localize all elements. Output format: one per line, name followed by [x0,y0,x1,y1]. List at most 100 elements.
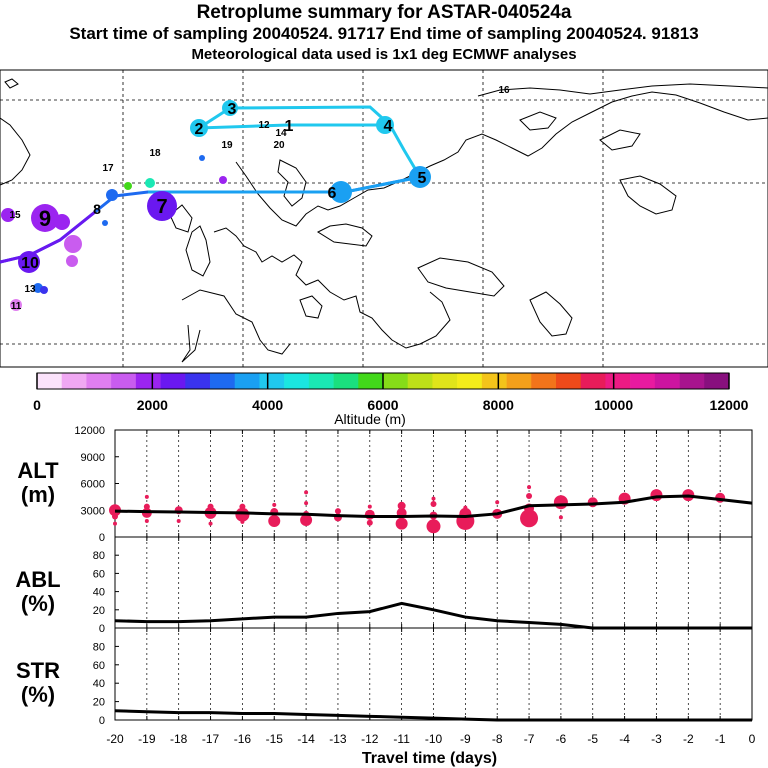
altitude-point [463,505,468,510]
altitude-point [397,501,406,510]
sampling-time-line: Start time of sampling 20040524. 91717 E… [69,24,699,43]
colorbar-swatch [135,373,161,389]
cluster-circle-10 [64,235,82,253]
colorbar-swatch [605,373,631,389]
altitude-point [112,513,118,520]
colorbar-tick-label: 10000 [594,397,633,413]
cluster-label-12: 12 [258,120,270,131]
x-tick-label: -3 [651,732,662,746]
altitude-point [526,492,533,499]
map-frame [0,69,768,368]
colorbar-swatch [457,373,483,389]
y-tick-label: 80 [93,550,105,562]
x-tick-label: -13 [329,732,347,746]
cluster-label-1: 1 [285,118,294,135]
x-tick-label: -16 [234,732,252,746]
y-tick-label: 6000 [81,479,105,491]
cluster-label-16: 16 [498,85,510,96]
cluster-circle-7b [145,178,155,188]
series-line [114,709,752,722]
cluster-circle-8 [54,214,70,230]
altitude-point [558,515,563,520]
cluster-circle-6 [330,181,352,203]
altitude-point [364,509,375,520]
cluster-circle-11 [1,208,15,222]
y-axis-label: ALT [17,458,59,483]
x-tick-label: -7 [524,732,535,746]
y-tick-label: 0 [99,623,105,635]
cluster-label-2: 2 [195,121,204,138]
colorbar-swatch [259,373,285,389]
cluster-circle-8d [102,220,108,226]
colorbar-swatch [111,373,137,389]
cluster-labels: 1 2 3 4 5 6 7 8 9 10 11 12 13 14 15 16 1… [9,85,510,312]
colorbar-swatch [630,373,656,389]
altitude-point [520,509,539,528]
y-tick-label: 0 [99,532,105,544]
cluster-label-14: 14 [275,128,287,139]
cluster-label-9: 9 [39,206,51,231]
y-axis-label: STR [16,658,60,683]
x-tick-label: -10 [425,732,443,746]
cluster-circle-5 [409,166,431,188]
cluster-circle-13b [40,286,48,294]
x-tick-label: -12 [361,732,379,746]
x-tick-label: -17 [202,732,220,746]
met-data-line: Meteorological data used is 1x1 deg ECMW… [191,46,577,63]
colorbar-swatch [531,373,557,389]
altitude-point [208,521,213,526]
x-tick-label: -9 [460,732,471,746]
cluster-label-8: 8 [93,201,101,217]
altitude-point [113,521,117,526]
altitude-point [459,507,472,520]
x-axis-label: Travel time (days) [362,750,497,767]
cluster-label-3: 3 [228,101,237,118]
panel-abl: 0 20 40 60 80 ABL(%) [15,536,753,635]
altitude-colorbar: 0 2000 4000 6000 8000 10000 12000 [33,372,749,413]
colorbar-swatch [580,373,606,389]
cluster-circle-7c [124,182,132,190]
altitude-point [650,489,663,502]
altitude-point [144,494,149,499]
cluster-circle-4 [376,116,394,134]
x-tick-label: 0 [749,732,756,746]
colorbar-swatch [383,373,409,389]
colorbar-tick-label: 2000 [137,397,168,413]
cluster-label-20: 20 [273,140,285,151]
y-tick-label: 60 [93,568,105,580]
x-tick-label: -4 [619,732,630,746]
altitude-point [431,496,436,501]
cluster-label-18: 18 [149,148,161,159]
cluster-label-13: 13 [24,284,36,295]
cluster-circle-10b [66,255,78,267]
x-tick-label: -11 [393,732,410,746]
y-tick-label: 80 [93,641,105,653]
cluster-label-15: 15 [9,210,21,221]
altitude-point [430,501,437,508]
y-axis-unit: (%) [21,682,55,707]
page-title: Retroplume summary for ASTAR-040524a [196,2,572,23]
x-tick-label: -1 [715,732,726,746]
cluster-label-7: 7 [156,196,167,218]
cluster-circle-7 [147,191,177,221]
colorbar-tick-label: 4000 [252,397,283,413]
colorbar-swatch [358,373,384,389]
colorbar-swatch [556,373,582,389]
cluster-circle-2 [190,119,208,137]
colorbar-swatch [432,373,458,389]
y-tick-label: 20 [93,605,105,617]
cluster-circle-9 [31,204,59,232]
x-tick-label: -20 [106,732,124,746]
trajectory-map: 1 2 3 4 5 6 7 8 9 10 11 12 13 14 15 16 1… [0,69,768,368]
x-tick-label: -6 [556,732,567,746]
cluster-label-4: 4 [384,118,393,135]
y-tick-label: 0 [99,715,105,727]
colorbar-swatch [234,373,260,389]
altitude-point [304,501,309,506]
cluster-label-10: 10 [21,255,39,272]
colorbar-swatch [481,373,507,389]
y-tick-label: 12000 [74,425,105,437]
colorbar-swatch [37,373,63,389]
